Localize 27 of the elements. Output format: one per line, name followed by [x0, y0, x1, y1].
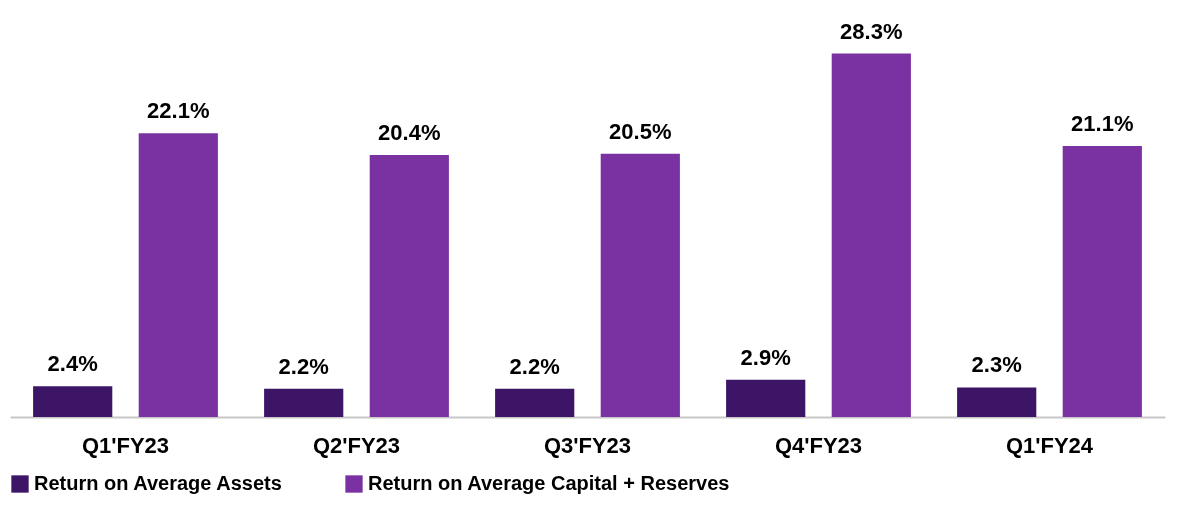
data-label: 2.2% [278, 353, 329, 379]
data-label: 20.5% [609, 118, 672, 144]
x-tick-label: Q4'FY23 [774, 432, 863, 458]
bar [33, 386, 113, 417]
bar [600, 153, 680, 417]
data-label: 2.9% [740, 344, 791, 370]
data-label: 28.3% [840, 18, 903, 44]
data-label: 22.1% [147, 98, 210, 124]
x-tick-label: Q1'FY23 [81, 432, 170, 458]
bar [831, 53, 911, 417]
data-label: 2.2% [509, 353, 560, 379]
data-label: 2.3% [971, 352, 1022, 378]
bar [1062, 146, 1142, 417]
x-tick-label: Q1'FY24 [1005, 432, 1094, 458]
bar [495, 388, 575, 417]
data-label: 20.4% [378, 120, 441, 146]
legend-label: Return on Average Capital + Reserves [368, 472, 730, 494]
bar [264, 388, 344, 417]
bar [957, 387, 1037, 417]
x-tick-label: Q3'FY23 [543, 432, 632, 458]
legend-label: Return on Average Assets [34, 472, 282, 494]
data-label: 21.1% [1071, 111, 1134, 137]
bar [369, 155, 449, 417]
data-label: 2.4% [47, 351, 98, 377]
bar [726, 379, 806, 417]
x-tick-label: Q2'FY23 [312, 432, 401, 458]
bar [138, 133, 218, 417]
